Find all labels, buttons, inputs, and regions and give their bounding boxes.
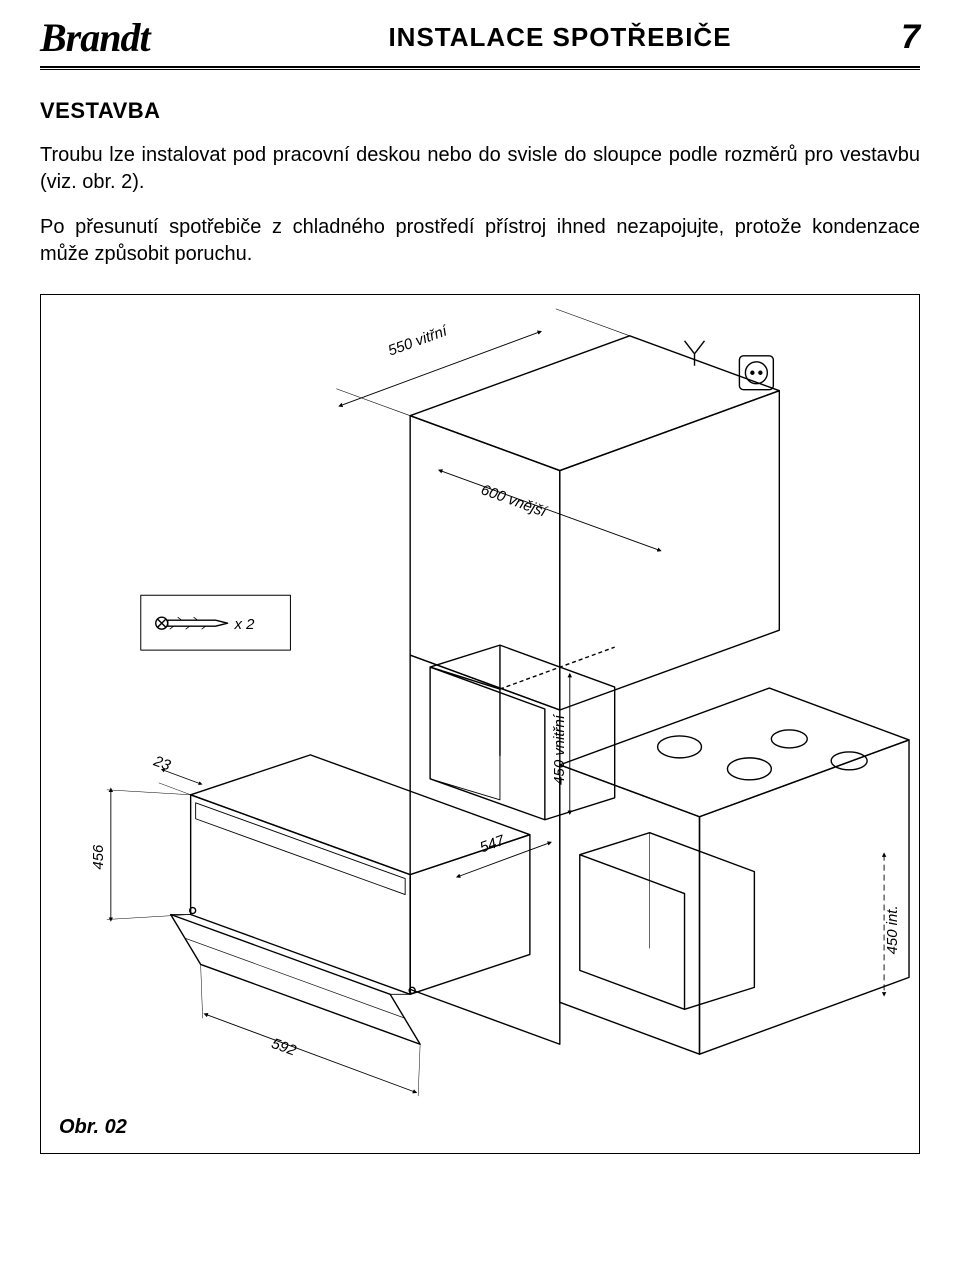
dim-547: 547 — [478, 832, 508, 857]
paragraph: Troubu lze instalovat pod pracovní desko… — [40, 142, 920, 196]
dim-592: 592 — [269, 1035, 299, 1060]
dim-450v: 450 vnitřní — [551, 713, 568, 785]
divider — [40, 66, 920, 68]
dim-450i: 450 int. — [884, 905, 901, 954]
section-heading: VESTAVBA — [40, 98, 920, 124]
brand-logo: Brandt — [40, 14, 260, 61]
page-number: 7 — [860, 18, 920, 57]
dim-456: 456 — [90, 844, 107, 870]
figure-frame: 550 vitřní 600 vnější x 2 23 456 592 547… — [40, 294, 920, 1154]
installation-diagram: 550 vitřní 600 vnější x 2 23 456 592 547… — [41, 295, 919, 1115]
dim-550: 550 vitřní — [386, 322, 451, 360]
figure-caption: Obr. 02 — [59, 1116, 127, 1139]
dim-x2: x 2 — [234, 616, 256, 633]
paragraph: Po přesunutí spotřebiče z chladného pros… — [40, 214, 920, 268]
page-title: INSTALACE SPOTŘEBIČE — [260, 22, 860, 53]
dim-23: 23 — [150, 752, 173, 774]
dim-600: 600 vnější — [479, 481, 551, 521]
divider — [40, 69, 920, 70]
